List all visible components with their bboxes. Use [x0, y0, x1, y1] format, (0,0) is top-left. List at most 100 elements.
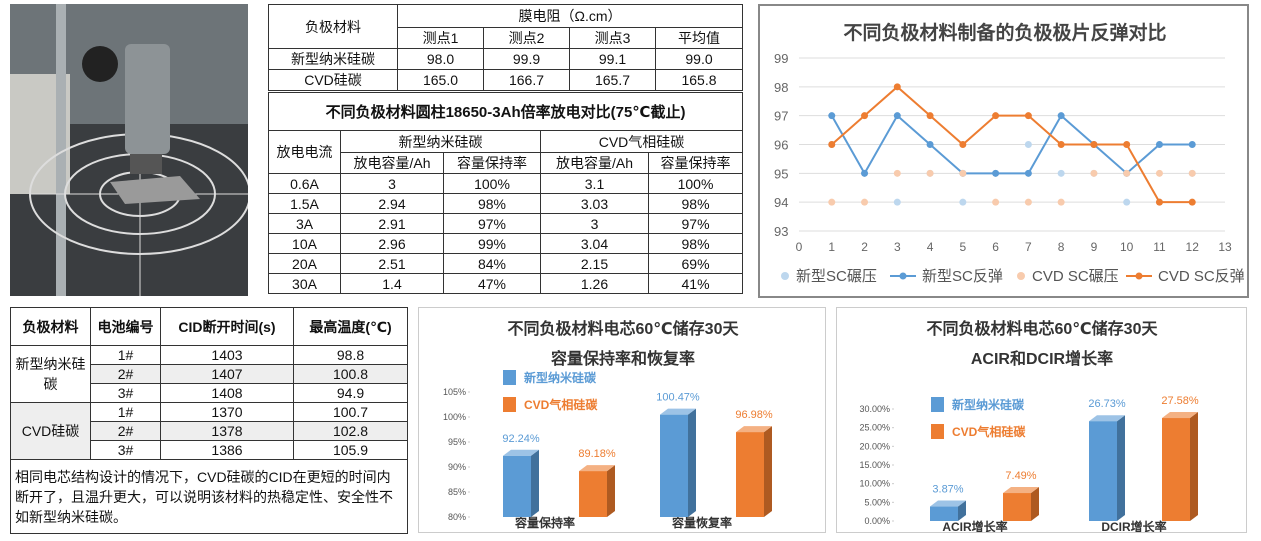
- header-cell: 电池编号: [90, 307, 161, 346]
- cell: 3: [340, 173, 444, 194]
- point: [959, 141, 967, 148]
- legend-label: 新型SC反弹: [922, 268, 1003, 285]
- row: 1.5A 2.94 98% 3.03 98%: [268, 193, 744, 214]
- point: [828, 112, 836, 120]
- cell: 3A: [268, 213, 341, 234]
- header-cell: 膜电阻（Ω.cm）: [396, 4, 744, 28]
- point: [959, 198, 967, 206]
- bar: [503, 455, 531, 517]
- legend-label: 新型纳米硅碳: [952, 397, 1025, 412]
- legend-label: CVD气相硅碳: [952, 424, 1026, 439]
- title-row: 不同负极材料圆柱18650-3Ah倍率放电对比(75℃截止): [267, 92, 744, 131]
- bar-side: [958, 500, 966, 521]
- point: [861, 198, 869, 206]
- cell: 165.7: [569, 69, 656, 91]
- cell: 3.03: [540, 193, 649, 214]
- cell: 2.94: [340, 193, 444, 214]
- point: [1123, 169, 1131, 177]
- row: 3# 1386 105.9: [11, 440, 408, 460]
- cell: 100.7: [293, 402, 408, 422]
- point: [1057, 141, 1065, 148]
- point: [828, 198, 836, 206]
- header-row: 放电电流 新型纳米硅碳 CVD气相硅碳: [268, 130, 744, 174]
- note: 相同电芯结构设计的情况下，CVD硅碳的CID在更短的时间内断开了，且温升更大，可…: [10, 459, 408, 534]
- bar-chart-resistance: 不同负极材料电芯60℃储存30天 ACIR和DCIR增长率 0.00% 5.00% 10…: [836, 307, 1247, 533]
- point: [1024, 112, 1032, 120]
- y-tick-label: 105%: [443, 387, 466, 397]
- cell: 1408: [160, 383, 294, 403]
- point: [1188, 141, 1196, 148]
- series-line: [830, 114, 1193, 176]
- x-tick-label: 7: [1025, 240, 1032, 254]
- chart-title: ACIR和DCIR增长率: [971, 349, 1113, 368]
- value-label: 89.18%: [578, 448, 616, 460]
- y-tick-label: 85%: [448, 487, 466, 497]
- y-tick-label: 97: [774, 109, 788, 124]
- y-tick-label: 90%: [448, 462, 466, 472]
- bar: [1003, 493, 1031, 521]
- point: [861, 169, 869, 177]
- y-tick-label: 94: [774, 195, 788, 210]
- cell: 2#: [90, 364, 161, 384]
- point: [1090, 141, 1098, 148]
- y-tick-label: 96: [774, 138, 788, 153]
- legend-swatch: [503, 397, 516, 412]
- cell: 1386: [160, 440, 294, 460]
- cell: 99%: [443, 233, 541, 254]
- value-label: 26.73%: [1088, 398, 1126, 410]
- y-tick-label: 80%: [448, 512, 466, 522]
- header-cell: 测点2: [483, 27, 570, 49]
- bar-side: [607, 465, 615, 517]
- legend-swatch: [931, 424, 944, 439]
- cell: 47%: [443, 273, 541, 294]
- point: [926, 169, 934, 177]
- header-cell: 容量保持率: [647, 152, 744, 174]
- bar-side: [1190, 412, 1198, 521]
- y-tick-label: 95%: [448, 437, 466, 447]
- y-tick-label: 5.00%: [864, 497, 890, 507]
- point: [926, 141, 934, 148]
- y-tick-label: 25.00%: [859, 423, 890, 433]
- point: [893, 169, 901, 177]
- group-cell: CVD硅碳: [10, 402, 91, 460]
- point: [1024, 169, 1032, 177]
- value-label: 7.49%: [1005, 470, 1036, 482]
- row: 30A 1.4 47% 1.26 41%: [268, 273, 744, 294]
- cell: 20A: [268, 253, 341, 274]
- row: 新型纳米硅碳 1# 1403 98.8: [10, 345, 408, 403]
- y-tick-label: 99: [774, 51, 788, 66]
- cell: 1#: [90, 345, 161, 365]
- legend-label: 新型SC碾压: [796, 268, 877, 285]
- bar: [660, 414, 688, 517]
- point: [1123, 198, 1131, 206]
- cell: 166.7: [483, 69, 570, 91]
- cell: 3#: [90, 383, 161, 403]
- header-cell: 放电容量/Ah: [340, 152, 444, 174]
- bar-side: [1031, 487, 1039, 521]
- bar: [736, 432, 764, 517]
- header-cell: 放电容量/Ah: [540, 152, 649, 174]
- cell: 98%: [647, 233, 744, 254]
- x-tick-label: 12: [1186, 240, 1200, 254]
- legend-marker: [1135, 272, 1143, 280]
- chart-title: 容量保持率和恢复率: [550, 349, 695, 368]
- cell: 69%: [647, 253, 744, 274]
- cell: 1.5A: [268, 193, 341, 214]
- cell: 30A: [268, 273, 341, 294]
- cell: 41%: [647, 273, 744, 294]
- chart-title: 不同负极材料电芯60℃储存30天: [927, 319, 1159, 338]
- point: [1155, 169, 1163, 177]
- table-resistance: 负极材料 膜电阻（Ω.cm） 测点1 测点2 测点3 平均值 新型纳米硅碳 98.0 99.9 9…: [268, 4, 744, 91]
- legend-marker: [1017, 272, 1025, 280]
- bar: [1089, 421, 1117, 521]
- chart-title: 不同负极材料制备的负极极片反弹对比: [843, 21, 1166, 44]
- header-cell: 测点1: [397, 27, 484, 49]
- bar: [579, 471, 607, 517]
- x-tick-label: ACIR增长率: [942, 519, 1007, 533]
- cell: 98%: [443, 193, 541, 214]
- x-tick-label: 8: [1058, 240, 1065, 254]
- x-tick-label: 5: [960, 240, 967, 254]
- series-line: [831, 85, 1193, 204]
